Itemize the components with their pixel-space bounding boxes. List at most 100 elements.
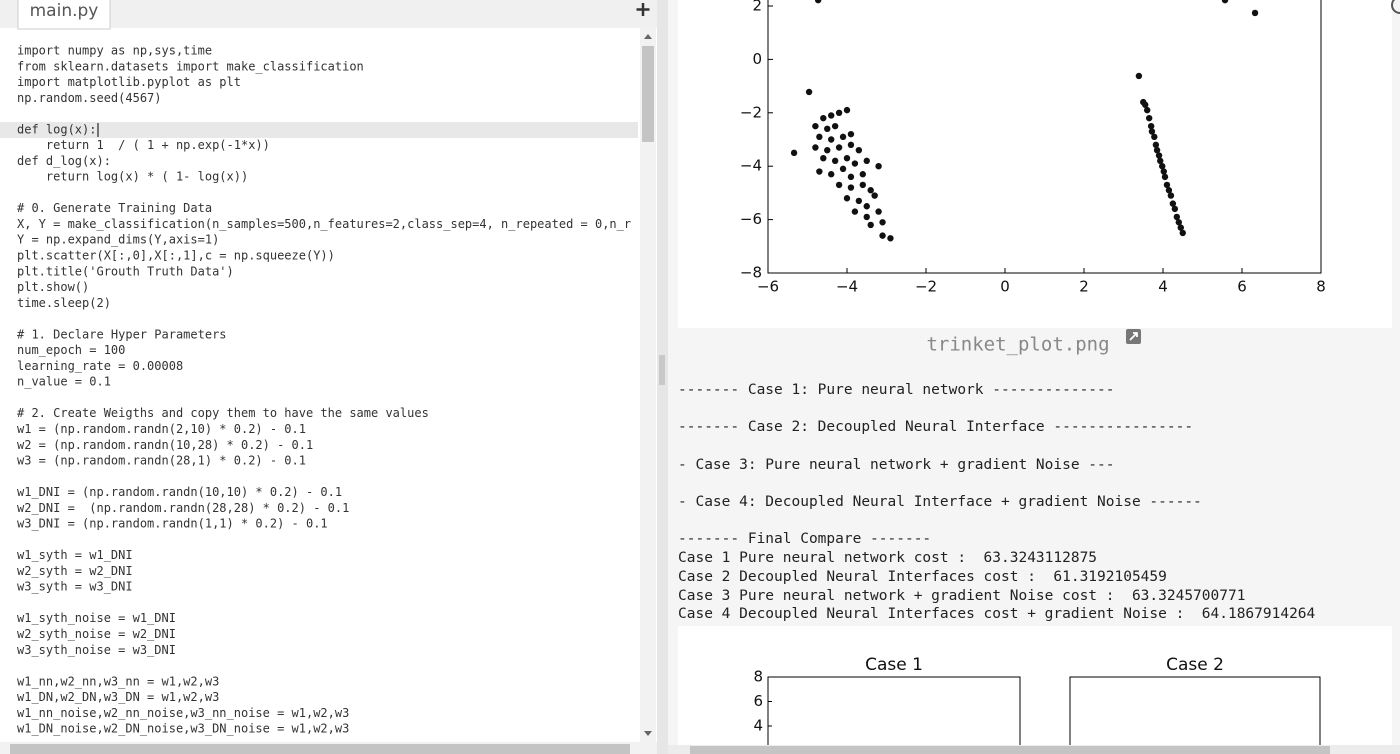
code-line[interactable]: n_value = 0.1: [17, 375, 111, 389]
code-line[interactable]: w1_nn_noise,w2_nn_noise,w3_nn_noise = w1…: [17, 706, 349, 720]
code-line[interactable]: def log(x):: [17, 122, 96, 136]
scatter-point: [828, 112, 835, 119]
scatter-point: [1153, 146, 1161, 154]
scatter-point: [824, 146, 831, 154]
v-scrollbar[interactable]: [640, 28, 656, 742]
divider-grip[interactable]: [659, 355, 665, 385]
y-tick-label: −2: [740, 103, 762, 121]
scatter-point: [828, 171, 835, 178]
scatter-point: [835, 181, 843, 189]
scatter-point: [831, 122, 839, 130]
x-tick-label: 8: [1316, 278, 1326, 296]
code-line[interactable]: from sklearn.datasets import make_classi…: [17, 59, 364, 73]
active-line: [0, 122, 638, 138]
code-line[interactable]: w3 = (np.random.randn(28,1) * 0.2) - 0.1: [17, 454, 306, 468]
scatter-point: [863, 213, 870, 221]
scatter-point: [1160, 168, 1167, 175]
scatter-point: [1161, 173, 1169, 181]
x-tick-label: 4: [1158, 278, 1168, 296]
v-scroll-thumb[interactable]: [642, 46, 654, 142]
scatter-point: [1147, 122, 1155, 130]
code-line[interactable]: # 0. Generate Training Data: [17, 201, 212, 215]
code-line[interactable]: import matplotlib.pyplot as plt: [17, 75, 241, 89]
y-tick-label: −6: [740, 210, 762, 228]
console-output: ------- Case 1: Pure neural network ----…: [678, 382, 1316, 622]
scatter-point: [1167, 192, 1175, 199]
link-arrow[interactable]: [1129, 332, 1138, 341]
code-line[interactable]: w2 = (np.random.randn(10,28) * 0.2) - 0.…: [17, 438, 313, 452]
corner-icon[interactable]: [1391, 0, 1400, 14]
scatter-point: [879, 219, 886, 226]
code-line[interactable]: w2_syth = w2_DNI: [17, 564, 133, 578]
code-line[interactable]: learning_rate = 0.00008: [17, 359, 183, 373]
code-line[interactable]: return 1 / ( 1 + np.exp(-1*x)): [17, 138, 270, 152]
code-line[interactable]: # 1. Declare Hyper Parameters: [17, 327, 227, 341]
code-line[interactable]: w1_syth_noise = w1_DNI: [17, 611, 176, 625]
scatter-point: [1251, 9, 1259, 17]
scatter-point: [1169, 200, 1177, 207]
add-icon[interactable]: [636, 3, 650, 16]
code-line[interactable]: import numpy as np,sys,time: [17, 44, 212, 58]
scatter-point: [879, 232, 886, 239]
code-line[interactable]: time.sleep(2): [17, 296, 111, 310]
tab-label[interactable]: main.py: [30, 1, 99, 21]
code-line[interactable]: w3_syth = w3_DNI: [17, 580, 133, 594]
code-line[interactable]: plt.title('Grouth Truth Data'): [17, 264, 234, 278]
code-line[interactable]: w1 = (np.random.randn(2,10) * 0.2) - 0.1: [17, 422, 306, 436]
scatter-point: [820, 154, 827, 162]
code-line[interactable]: Y = np.expand_dims(Y,axis=1): [17, 233, 219, 247]
scatter-point: [863, 157, 870, 165]
code-line[interactable]: plt.show(): [17, 280, 89, 294]
scatter-point: [847, 173, 855, 181]
code-line[interactable]: def d_log(x):: [17, 154, 111, 168]
scatter-point: [1157, 157, 1164, 165]
code-line[interactable]: return log(x) * ( 1- log(x)): [17, 170, 248, 184]
code-line[interactable]: w1_nn,w2_nn,w3_nn = w1,w2,w3: [17, 674, 219, 688]
file-tab[interactable]: [17, 0, 111, 30]
scatter-point: [1165, 187, 1173, 194]
code-line[interactable]: np.random.seed(4567): [17, 91, 162, 105]
y-tick-label: 8: [753, 668, 763, 686]
code-line[interactable]: w1_DNI = (np.random.randn(10,10) * 0.2) …: [17, 485, 342, 499]
code-line[interactable]: # 2. Create Weigths and copy them to hav…: [17, 406, 429, 420]
code-line[interactable]: plt.scatter(X[:,0],X[:,1],c = np.squeeze…: [17, 249, 335, 263]
output-line: Case 4 Decoupled Neural Interfaces cost …: [678, 606, 1316, 622]
scatter-point: [839, 165, 847, 173]
scatter-point: [867, 187, 874, 194]
add-file-button[interactable]: [636, 3, 650, 17]
code-line[interactable]: w3_syth_noise = w3_DNI: [17, 643, 176, 657]
subplot-image: [678, 626, 1392, 746]
code-line[interactable]: num_epoch = 100: [17, 343, 125, 357]
scatter-point: [812, 122, 819, 130]
scatter-point: [1151, 133, 1158, 141]
output-line: Case 1 Pure neural network cost : 63.324…: [678, 550, 1097, 566]
code-line[interactable]: w1_DN,w2_DN,w3_DN = w1,w2,w3: [17, 690, 219, 704]
code-line[interactable]: w2_DNI = (np.random.randn(28,28) * 0.2) …: [17, 501, 349, 515]
out-scroll-thumb[interactable]: [690, 746, 1330, 754]
scatter-point: [855, 146, 863, 154]
scatter-point: [1179, 229, 1186, 237]
scatter-point: [1145, 114, 1153, 122]
code-line[interactable]: w1_syth = w1_DNI: [17, 548, 133, 562]
plot-image: [678, 0, 1392, 328]
scatter-point: [790, 149, 798, 157]
scatter-point: [859, 181, 866, 189]
code-line[interactable]: w3_DNI = (np.random.randn(1,1) * 0.2) - …: [17, 517, 328, 531]
subplot-title: Case 1: [865, 655, 923, 675]
code-line[interactable]: w1_DN_noise,w2_DN_noise,w3_DN_noise = w1…: [17, 722, 349, 736]
scatter-point: [831, 157, 839, 165]
y-tick-label: 4: [753, 717, 763, 735]
scatter-point: [828, 136, 835, 143]
code-line[interactable]: X, Y = make_classification(n_samples=500…: [17, 217, 631, 231]
output-line: ------- Case 2: Decoupled Neural Interfa…: [678, 419, 1193, 435]
open-image-link[interactable]: [1126, 329, 1141, 344]
scatter-point: [812, 144, 819, 151]
code-line[interactable]: w2_syth_noise = w2_DNI: [17, 627, 176, 641]
scatter-point: [843, 154, 851, 162]
subplot-frame: [767, 676, 1021, 754]
scatter-point: [875, 163, 882, 170]
h-scroll-thumb[interactable]: [10, 744, 630, 754]
scatter-point: [820, 114, 827, 122]
